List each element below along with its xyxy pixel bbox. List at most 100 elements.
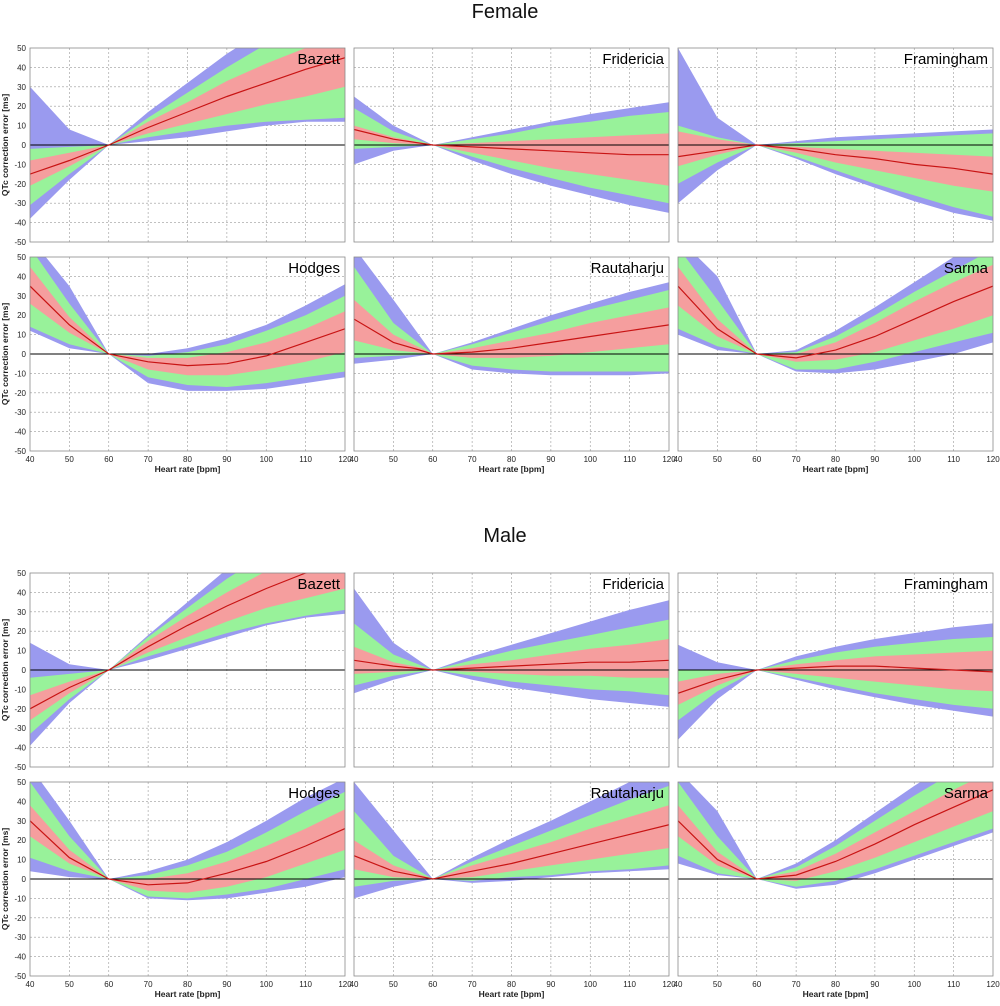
x-tick-label: 100 [584, 455, 598, 464]
x-axis-title: Heart rate [bpm] [803, 464, 869, 474]
y-tick-label: -40 [14, 219, 26, 228]
panel-label: Rautaharju [591, 785, 664, 802]
x-tick-label: 70 [144, 455, 153, 464]
y-tick-label: -40 [14, 953, 26, 962]
x-tick-label: 60 [428, 980, 437, 989]
y-tick-label: 0 [22, 666, 27, 675]
y-axis-title: QTc correction error [ms] [0, 94, 10, 197]
x-tick-label: 80 [831, 455, 840, 464]
x-tick-label: 110 [623, 980, 636, 989]
x-axis-title: Heart rate [bpm] [803, 989, 869, 999]
x-tick-label: 90 [546, 980, 555, 989]
y-tick-label: 30 [17, 83, 26, 92]
x-tick-label: 110 [947, 980, 960, 989]
panel-label: Fridericia [602, 576, 664, 593]
x-tick-label: 110 [947, 455, 960, 464]
y-tick-label: -50 [14, 238, 26, 247]
x-tick-label: 80 [831, 980, 840, 989]
y-tick-label: 20 [17, 836, 26, 845]
y-tick-label: -20 [14, 914, 26, 923]
x-tick-label: 40 [350, 455, 359, 464]
panel-male-sarma: Sarma 40 50 60 70 80 90 100 110 120 Heart rate [bp… [674, 739, 1000, 999]
panel-female-framingham: Framingham [678, 48, 993, 242]
x-tick-label: 60 [104, 455, 113, 464]
figure: Female Male Bazett50403020100-10-20-30-4… [0, 0, 1000, 1006]
panel-female-rautaharju: Rautaharju40 50 60 70 80 90 100 110 120Heart rat… [350, 247, 677, 474]
x-tick-label: 80 [183, 980, 192, 989]
group-title-female: Female [472, 1, 539, 23]
x-tick-label: 80 [507, 455, 516, 464]
x-tick-label: 40 [26, 455, 35, 464]
panel-male-rautaharju: Rautaharju 40 50 60 70 80 90 100 110 120 Heart rat… [350, 767, 677, 1000]
y-tick-label: -30 [14, 724, 26, 733]
panel-label: Hodges [288, 260, 340, 277]
x-tick-label: 70 [144, 980, 153, 989]
x-tick-label: 120 [986, 980, 1000, 989]
y-tick-label: -50 [14, 763, 26, 772]
x-tick-label: 70 [468, 980, 477, 989]
y-tick-label: 40 [17, 588, 26, 597]
y-tick-label: -30 [14, 933, 26, 942]
panel-label: Sarma [944, 785, 989, 802]
x-tick-label: 50 [713, 980, 722, 989]
y-tick-label: -30 [14, 408, 26, 417]
x-tick-label: 60 [428, 455, 437, 464]
y-tick-label: 20 [17, 627, 26, 636]
y-tick-label: 50 [17, 569, 26, 578]
panel-female-fridericia: Fridericia [354, 48, 669, 242]
x-tick-label: 90 [222, 980, 231, 989]
y-tick-label: -10 [14, 894, 26, 903]
y-tick-label: 50 [17, 253, 26, 262]
x-tick-label: 90 [870, 980, 879, 989]
y-tick-label: 20 [17, 102, 26, 111]
y-tick-label: 10 [17, 122, 26, 131]
x-tick-label: 40 [674, 455, 683, 464]
x-axis-title: Heart rate [bpm] [155, 464, 221, 474]
y-tick-label: 30 [17, 817, 26, 826]
y-tick-label: 10 [17, 856, 26, 865]
x-tick-label: 90 [870, 455, 879, 464]
x-tick-label: 110 [299, 455, 312, 464]
x-tick-label: 100 [260, 980, 274, 989]
y-tick-label: -20 [14, 705, 26, 714]
panel-label: Bazett [297, 51, 340, 68]
x-axis-title: Heart rate [bpm] [479, 464, 545, 474]
y-tick-label: 10 [17, 647, 26, 656]
y-tick-label: 0 [22, 350, 27, 359]
panel-male-framingham: Framingham [678, 573, 993, 767]
y-tick-label: 50 [17, 44, 26, 53]
x-tick-label: 50 [713, 455, 722, 464]
x-tick-label: 110 [299, 980, 312, 989]
panel-female-bazett: Bazett50403020100-10-20-30-40-50 [14, 0, 345, 247]
x-tick-label: 80 [183, 455, 192, 464]
y-axis-title: QTc correction error [ms] [0, 828, 10, 931]
panel-label: Sarma [944, 260, 989, 277]
y-tick-label: -20 [14, 389, 26, 398]
y-tick-label: -30 [14, 199, 26, 208]
x-tick-label: 50 [65, 980, 74, 989]
y-tick-label: 40 [17, 272, 26, 281]
x-tick-label: 60 [752, 455, 761, 464]
x-tick-label: 90 [546, 455, 555, 464]
y-tick-label: -40 [14, 744, 26, 753]
x-tick-label: 110 [623, 455, 636, 464]
panel-label: Rautaharju [591, 260, 664, 277]
y-tick-label: 40 [17, 63, 26, 72]
x-tick-label: 70 [792, 455, 801, 464]
x-tick-label: 90 [222, 455, 231, 464]
x-tick-label: 40 [26, 980, 35, 989]
x-tick-label: 70 [468, 455, 477, 464]
y-tick-label: -10 [14, 685, 26, 694]
panels: Bazett50403020100-10-20-30-40-50Frideric… [0, 0, 1000, 999]
x-tick-label: 100 [584, 980, 598, 989]
x-tick-label: 50 [65, 455, 74, 464]
x-tick-label: 80 [507, 980, 516, 989]
x-tick-label: 60 [752, 980, 761, 989]
panel-male-bazett: Bazett50403020100-10-20-30-40-50 [14, 495, 345, 772]
x-tick-label: 60 [104, 980, 113, 989]
y-tick-label: 10 [17, 331, 26, 340]
y-tick-label: -10 [14, 369, 26, 378]
y-tick-label: 30 [17, 608, 26, 617]
x-tick-label: 100 [908, 980, 922, 989]
